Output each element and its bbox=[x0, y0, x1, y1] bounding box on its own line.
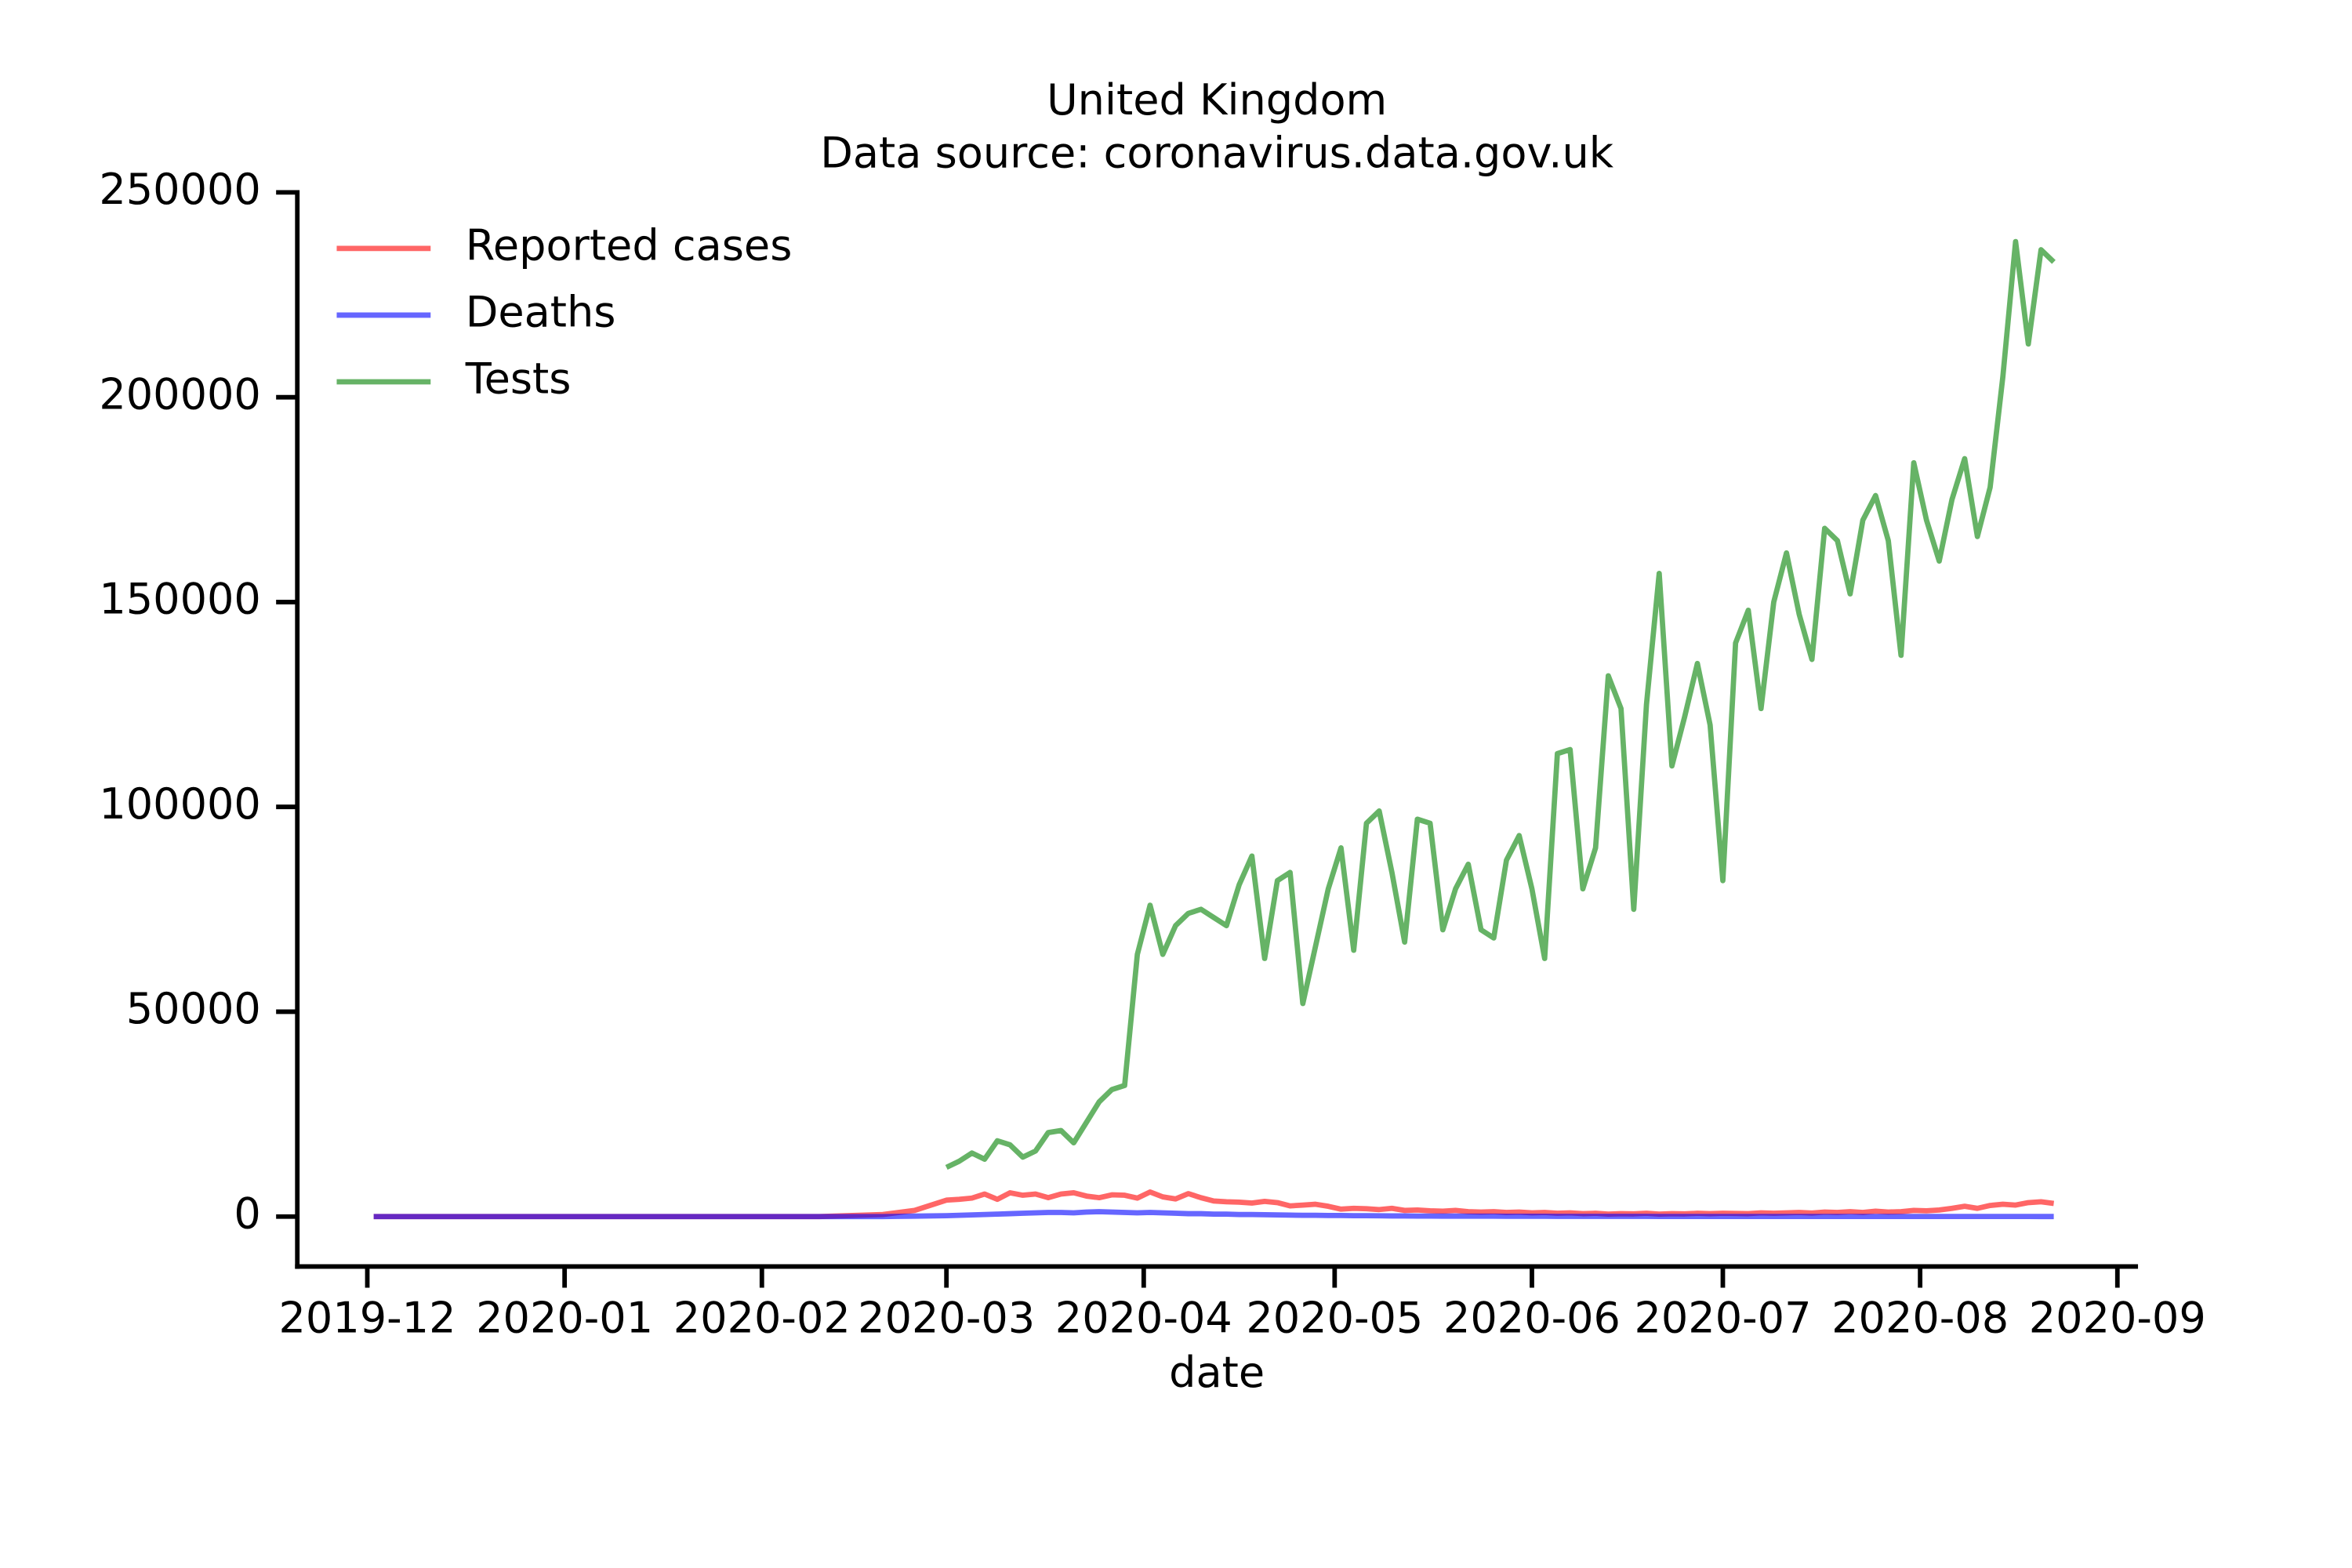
x-tick-label: 2020-02 bbox=[673, 1294, 851, 1343]
y-tick-label: 50000 bbox=[126, 984, 261, 1033]
y-tick-label: 0 bbox=[234, 1189, 260, 1238]
y-tick-label: 150000 bbox=[99, 575, 261, 624]
legend-label: Deaths bbox=[466, 288, 616, 337]
chart-subtitle: Data source: coronavirus.data.gov.uk bbox=[820, 129, 1614, 178]
x-tick-label: 2019-12 bbox=[279, 1294, 456, 1343]
y-tick-label: 200000 bbox=[99, 369, 261, 419]
x-axis-label: date bbox=[1169, 1348, 1265, 1397]
x-tick-label: 2020-08 bbox=[1831, 1294, 2009, 1343]
series-line bbox=[373, 1189, 2055, 1220]
x-tick-label: 2020-07 bbox=[1634, 1294, 1811, 1343]
y-tick-label: 100000 bbox=[99, 779, 261, 829]
series-line bbox=[945, 238, 2056, 1171]
legend-label: Reported cases bbox=[466, 221, 793, 270]
x-tick-label: 2020-04 bbox=[1055, 1294, 1232, 1343]
chart-title: United Kingdom bbox=[1047, 75, 1387, 125]
legend-label: Tests bbox=[465, 354, 572, 404]
x-tick-label: 2020-06 bbox=[1443, 1294, 1621, 1343]
y-tick-label: 250000 bbox=[99, 165, 261, 214]
x-tick-label: 2020-01 bbox=[476, 1294, 653, 1343]
x-tick-label: 2020-03 bbox=[858, 1294, 1035, 1343]
x-tick-label: 2020-05 bbox=[1246, 1294, 1423, 1343]
series-line bbox=[373, 1209, 2054, 1220]
x-tick-label: 2020-09 bbox=[2029, 1294, 2206, 1343]
